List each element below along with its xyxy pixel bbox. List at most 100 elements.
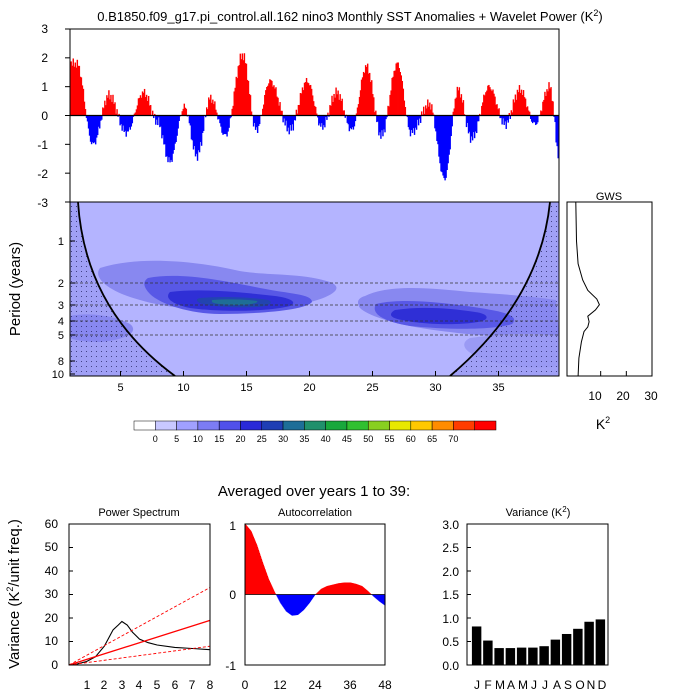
anomaly-bar-positive — [297, 104, 300, 116]
variance-bar — [505, 648, 516, 665]
anomaly-bar-negative — [502, 115, 504, 119]
acf-fill-positive — [335, 583, 337, 595]
acf-fill-positive — [345, 582, 347, 595]
gws-title: GWS — [596, 191, 622, 203]
wavelet-frame — [69, 201, 560, 377]
anomaly-bar-positive — [316, 113, 318, 116]
acf-fill-positive — [267, 577, 269, 595]
anomaly-bar-positive — [231, 108, 233, 116]
colorbar-cells — [133, 420, 497, 431]
anomaly-bar-negative — [252, 115, 255, 127]
var-ytick: 2.0 — [442, 565, 459, 579]
anomaly-bar-positive — [455, 97, 458, 116]
anomaly-bar-positive — [374, 112, 376, 116]
anomaly-bar-negative — [317, 115, 319, 118]
acf-fill-positive — [360, 585, 362, 595]
averaged-subtitle: Averaged over years 1 to 39: — [218, 483, 410, 500]
anomaly-bar-negative — [189, 115, 192, 126]
anomaly-bar-positive — [496, 104, 498, 116]
anomaly-bar-positive — [313, 105, 316, 116]
acf-fill-positive — [367, 591, 369, 595]
anomaly-bar-positive — [517, 92, 520, 116]
ps-xtick: 4 — [136, 678, 143, 692]
wavelet-xtick: 15 — [240, 382, 252, 394]
anomaly-bar-positive — [78, 65, 81, 116]
anomaly-bar-negative — [532, 115, 534, 124]
acf-fill-positive — [351, 582, 353, 595]
colorbar-cell — [346, 420, 369, 431]
acf-fill-positive — [366, 590, 368, 595]
acf-fill-negative — [292, 594, 294, 616]
acf-fill-negative — [304, 594, 306, 609]
acf-fill-positive — [344, 582, 346, 595]
acf-fill-positive — [257, 548, 259, 595]
colorbar-label: 35 — [299, 434, 309, 444]
autocorrelation-frame — [244, 523, 386, 666]
variance-bar — [584, 621, 594, 665]
wavelet-ytick: 3 — [58, 300, 64, 312]
var-xtick: A — [553, 678, 561, 692]
anomaly-bar-positive — [152, 110, 154, 116]
var-xtick: M — [518, 678, 528, 692]
anomaly-bar-positive — [547, 91, 549, 116]
anomaly-bar-negative — [229, 115, 231, 119]
acf-fill-positive — [260, 557, 262, 595]
anomaly-bar-negative — [325, 115, 327, 117]
anomaly-bar-positive — [392, 76, 394, 116]
anomaly-bar-negative — [100, 115, 102, 121]
acf-fill-positive — [320, 588, 322, 595]
acf-fill-positive — [262, 562, 264, 595]
anomaly-bar-negative — [410, 115, 413, 130]
anomaly-bar-positive — [263, 104, 265, 116]
colorbar-label: 70 — [448, 434, 458, 444]
acf-fill-negative — [312, 594, 314, 599]
anomaly-bar-positive — [524, 98, 527, 116]
anomaly-bar-positive — [308, 85, 311, 116]
acf-fill-positive — [355, 583, 357, 595]
anomaly-bar-negative — [85, 115, 88, 118]
acf-fill-negative — [312, 594, 314, 598]
anomaly-bar-negative — [346, 115, 349, 123]
acf-fill-positive — [359, 585, 361, 595]
anomaly-bar-positive — [268, 83, 270, 116]
anomaly-bar-positive — [185, 108, 188, 116]
anomaly-bar-negative — [178, 115, 180, 121]
wavelet-xtick: 25 — [366, 382, 378, 394]
anomaly-bar-positive — [136, 105, 139, 116]
anomaly-bar-negative — [224, 115, 226, 135]
anomaly-bar-positive — [332, 101, 334, 116]
anomaly-bar-negative — [535, 115, 537, 126]
anomaly-bar-positive — [457, 90, 460, 116]
anomaly-bar-positive — [133, 113, 136, 116]
acf-fill-positive — [369, 592, 371, 595]
anomaly-bar-positive — [208, 97, 210, 116]
anomaly-bar-positive — [81, 85, 84, 116]
ps-ytick: 60 — [45, 517, 59, 531]
anomaly-bar-negative — [120, 115, 122, 125]
acf-fill-negative — [279, 594, 281, 602]
anomaly-bar-positive — [359, 90, 362, 116]
anomaly-bar-negative — [90, 115, 93, 145]
acf-fill-positive — [331, 584, 333, 595]
anomaly-bar-positive — [481, 105, 483, 116]
anomaly-bar-negative — [443, 115, 445, 179]
acf-fill-positive — [250, 530, 252, 595]
autocorrelation-panel: Autocorrelation 1 0 -1 0 12 24 36 48 — [225, 507, 392, 692]
anomaly-bar-positive — [141, 91, 144, 116]
acf-fill-negative — [378, 594, 380, 601]
anomaly-bar-negative — [285, 115, 287, 121]
acf-fill-positive — [246, 525, 248, 595]
colorbar-cell — [282, 420, 305, 431]
anomaly-bar-negative — [449, 115, 451, 150]
acf-fill-positive — [350, 582, 352, 595]
contour-level-25-left — [212, 299, 258, 305]
anomaly-bar-positive — [214, 101, 216, 116]
acf-fill-negative — [380, 594, 382, 603]
anomaly-bar-positive — [389, 94, 391, 116]
anomaly-bar-positive — [232, 105, 234, 116]
anomaly-bar-negative — [434, 115, 436, 129]
acf-fill-positive — [362, 586, 364, 595]
var-ytick: 1.0 — [442, 612, 459, 626]
acf-fill-positive — [358, 584, 360, 595]
ps-series-lower-5 — [68, 645, 211, 666]
